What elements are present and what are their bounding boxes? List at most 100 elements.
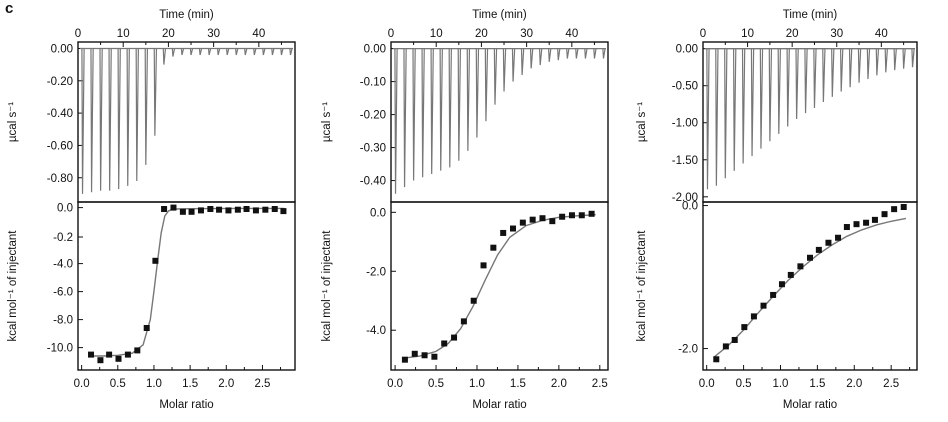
data-point xyxy=(713,356,720,363)
isotherm-frame xyxy=(77,201,296,371)
y-tick-label: -0.50 xyxy=(672,81,698,93)
injection-peak xyxy=(502,48,507,92)
injection-peak xyxy=(262,48,266,56)
injection-peak xyxy=(511,48,516,82)
x-axis-label: Time (min) xyxy=(783,9,838,21)
x-tick-label: 40 xyxy=(252,28,265,40)
injection-peak xyxy=(466,48,471,151)
data-point xyxy=(863,219,870,226)
x-tick-label: 30 xyxy=(207,28,220,40)
data-point xyxy=(778,281,785,288)
data-point xyxy=(843,224,850,231)
injection-peak xyxy=(866,48,871,80)
injection-peak xyxy=(403,48,407,188)
data-point xyxy=(188,208,195,215)
injection-peak xyxy=(117,48,121,190)
isotherm-frame xyxy=(390,201,609,371)
x-tick-label: 10 xyxy=(741,28,754,40)
x-axis-label: Molar ratio xyxy=(783,399,837,411)
injection-peak xyxy=(171,48,176,57)
injection-peak xyxy=(90,48,94,193)
x-tick-label: 0 xyxy=(75,28,81,40)
injection-peak xyxy=(584,48,588,59)
x-tick-label: 10 xyxy=(117,28,130,40)
data-point xyxy=(441,340,448,347)
data-point xyxy=(588,210,595,217)
injection-peak xyxy=(902,48,906,69)
injection-peak xyxy=(180,48,185,56)
injection-peak xyxy=(207,48,212,56)
injection-peak xyxy=(548,48,552,62)
data-point xyxy=(490,244,497,251)
x-tick-label: 2.5 xyxy=(254,378,270,390)
injection-peak xyxy=(813,48,817,108)
injection-peak xyxy=(144,48,149,165)
injection-peak xyxy=(430,48,434,174)
x-axis-label: Time (min) xyxy=(472,9,527,21)
y-tick-label: 0.00 xyxy=(364,44,386,56)
data-point xyxy=(170,204,177,211)
y-tick-label: 0.0 xyxy=(370,207,386,219)
data-point xyxy=(401,356,408,363)
injection-peak xyxy=(520,48,525,76)
data-point xyxy=(750,313,757,320)
data-point xyxy=(216,206,223,213)
x-tick-label: 2.0 xyxy=(846,378,862,390)
injection-peak xyxy=(457,48,462,161)
injection-peak xyxy=(162,48,167,65)
data-point xyxy=(470,297,477,304)
injection-peak xyxy=(475,48,480,138)
injection-peak xyxy=(777,48,781,134)
injection-peak xyxy=(857,48,862,83)
injection-peak xyxy=(557,48,561,61)
injection-peak xyxy=(893,48,897,71)
data-point xyxy=(797,263,804,270)
x-axis-label: Time (min) xyxy=(159,9,214,21)
y-tick-label: -0.40 xyxy=(47,108,73,120)
data-point xyxy=(225,207,232,214)
y-tick-label: -0.40 xyxy=(360,176,386,188)
injection-peak xyxy=(253,48,257,56)
y-tick-label: -2.0 xyxy=(366,266,386,278)
x-tick-label: 20 xyxy=(162,28,175,40)
data-point xyxy=(207,206,214,212)
data-point xyxy=(853,221,860,228)
injection-peak xyxy=(99,48,103,191)
data-point xyxy=(280,208,287,215)
isotherm-frame xyxy=(702,201,918,371)
data-point xyxy=(722,343,729,350)
injection-peak xyxy=(153,48,158,136)
data-point xyxy=(770,291,777,298)
isotherm-panel-1: 0.0 0.5 1.0 1.5 2.0 2.5 Molar ratio 0.0 -0.2 -4.0… xyxy=(7,201,296,411)
fit-curve xyxy=(713,217,907,358)
x-tick-label: 1.0 xyxy=(469,378,485,390)
x-tick-label: 1.5 xyxy=(510,378,526,390)
x-tick-label: 20 xyxy=(786,28,799,40)
data-point xyxy=(741,324,748,331)
data-point xyxy=(500,229,507,236)
data-point xyxy=(815,246,822,253)
y-tick-label: -0.80 xyxy=(47,173,73,185)
injection-peak xyxy=(394,48,398,194)
y-tick-label: 0.00 xyxy=(676,44,698,56)
thermogram-panel-1: 0 10 20 30 40 Time (min) 0.00 -0.20 -0.40 -0.60 -0… xyxy=(7,9,296,203)
injection-peak xyxy=(225,48,230,56)
injection-peak xyxy=(484,48,489,122)
y-axis-label: kcal mol⁻¹ of injectant xyxy=(636,230,648,342)
injection-peak xyxy=(108,48,112,191)
x-tick-label: 1.0 xyxy=(772,378,788,390)
x-tick-label: 1.5 xyxy=(182,378,198,390)
injection-peak xyxy=(911,48,915,68)
injection-peak xyxy=(439,48,443,171)
x-tick-label: 0.0 xyxy=(699,378,715,390)
injection-peak xyxy=(804,48,808,114)
data-point xyxy=(539,215,546,222)
data-point xyxy=(510,225,517,232)
x-tick-label: 40 xyxy=(565,28,578,40)
x-axis-label: Molar ratio xyxy=(159,399,213,411)
y-tick-label: -0.10 xyxy=(360,77,386,89)
x-tick-label: 0.5 xyxy=(428,378,444,390)
injection-peak xyxy=(715,48,719,186)
injection-peak xyxy=(81,48,85,194)
